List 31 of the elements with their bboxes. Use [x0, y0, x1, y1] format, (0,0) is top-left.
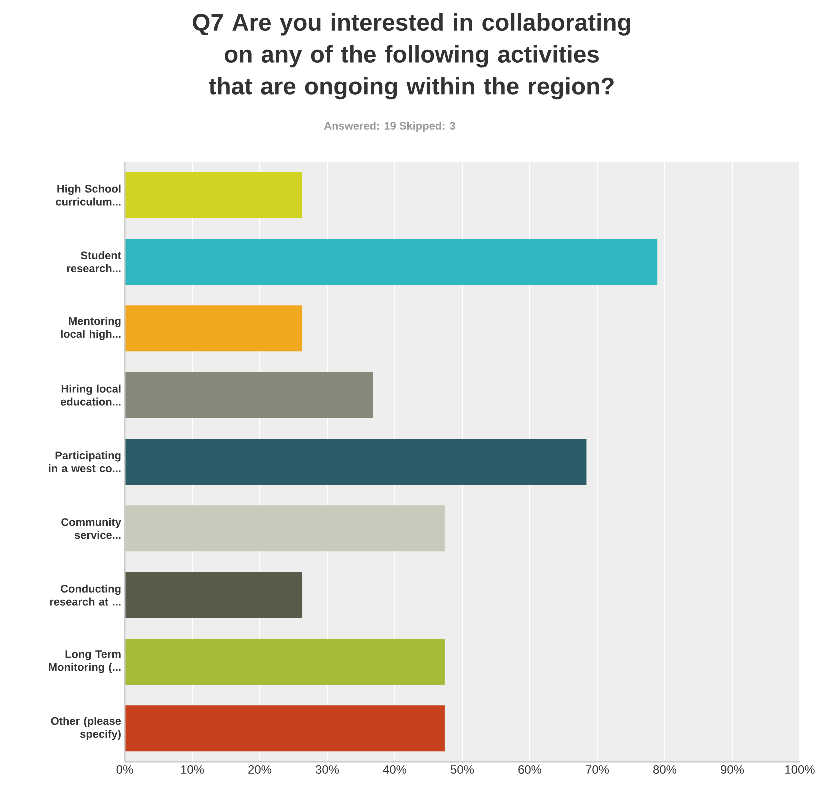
x-tick-label: 50%	[451, 766, 474, 774]
x-tick-label: 80%	[654, 766, 677, 774]
x-tick-label: 40%	[383, 766, 407, 774]
x-tick-label: 30%	[316, 766, 340, 774]
x-tick-label: 70%	[586, 766, 610, 774]
x-tick-label: 60%	[518, 766, 542, 774]
y-tick-label: Hiring local education...	[61, 384, 121, 406]
chart-title: Q7 Are you interested in collaborating on any of the following activities that are ongoing within the region?	[193, 14, 630, 100]
y-tick-label: Student research...	[67, 252, 122, 273]
y-tick-label: Community service...	[62, 518, 122, 540]
bar	[125, 239, 658, 286]
bar	[125, 172, 303, 218]
x-tick-label: 20%	[248, 766, 272, 774]
bar	[125, 439, 587, 486]
y-tick-label: Other (please specify)	[51, 717, 122, 740]
bar	[125, 506, 445, 552]
y-tick-label: Long Term Monitoring (...	[49, 650, 121, 674]
x-tick-label: 90%	[721, 766, 744, 774]
y-tick-label: High School curriculum...	[56, 184, 121, 206]
bar	[125, 372, 374, 418]
bar	[125, 306, 303, 352]
y-tick-label: Conducting research at ...	[50, 584, 121, 606]
chart-subtitle: Answered: 19 Skipped: 3	[324, 122, 456, 132]
bar	[125, 706, 445, 752]
y-tick-label: Participating in a west co...	[49, 452, 121, 473]
x-tick-label: 10%	[181, 766, 204, 774]
y-tick-label: Mentoring local high...	[61, 317, 121, 340]
bar	[125, 572, 303, 618]
bar	[125, 639, 445, 686]
x-tick-label: 100%	[786, 766, 815, 774]
x-tick-label: 0%	[116, 766, 134, 774]
